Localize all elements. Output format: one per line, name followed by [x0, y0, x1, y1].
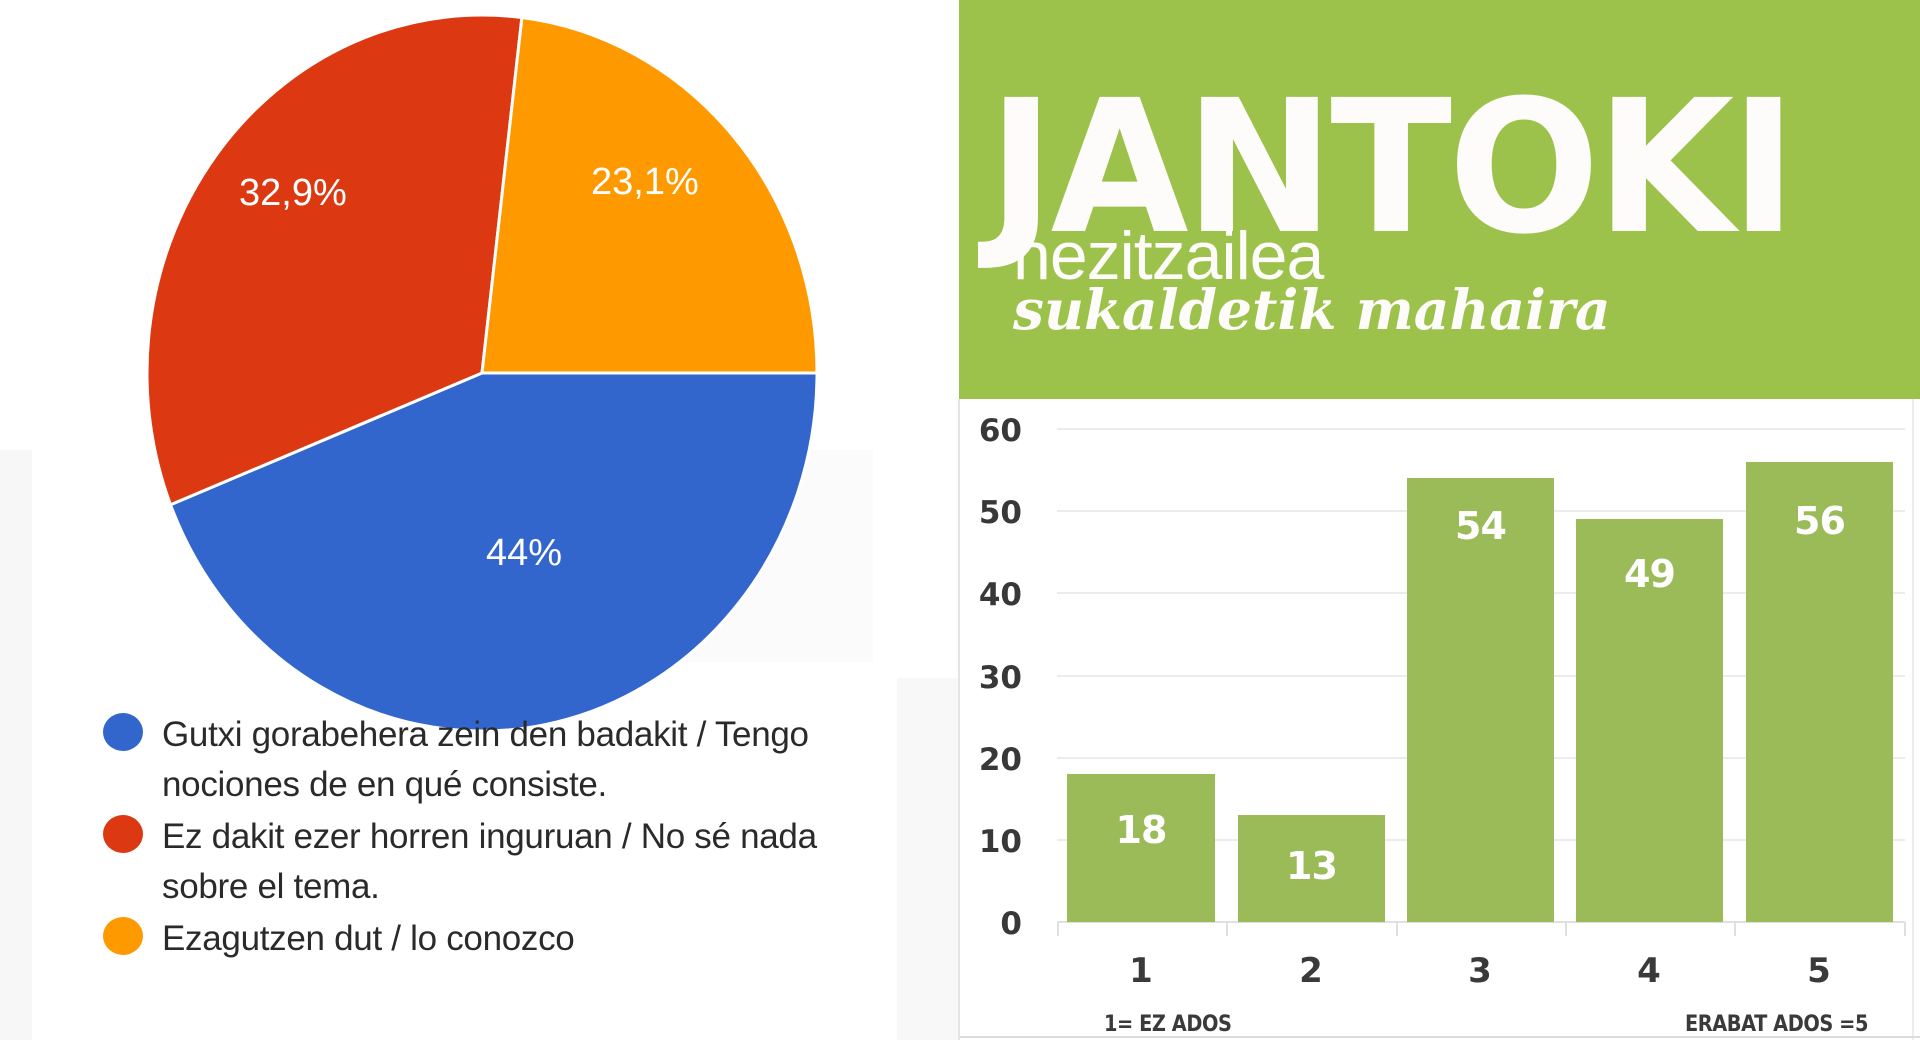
legend-item-knows-nothing: Ez dakit ezer horren inguruan / No sé na… — [103, 812, 893, 912]
panel-divider — [958, 399, 960, 1040]
pie-slice-blue[interactable] — [169, 371, 819, 733]
background-strip — [897, 678, 958, 1040]
legend-dot-orange-icon — [103, 917, 143, 955]
panel-border-bottom — [960, 1036, 1920, 1038]
pie-slice-label-red: 32,9% — [239, 172, 347, 214]
pie-slice-orange[interactable] — [480, 16, 819, 375]
bar-value-label: 56 — [1794, 499, 1846, 543]
bar-value-label: 49 — [1624, 552, 1676, 596]
pie-chart — [145, 13, 819, 733]
bar-value-label: 13 — [1286, 844, 1338, 888]
legend-item-knows-it: Ezagutzen dut / lo conozco — [103, 914, 893, 964]
legend-item-knows-roughly: Gutxi gorabehera zein den badakit / Teng… — [103, 710, 893, 810]
brand-header — [959, 0, 1920, 399]
pie-slice-label-orange: 23,1% — [591, 161, 699, 203]
legend-label: Ez dakit ezer horren inguruan / No sé na… — [162, 817, 817, 906]
background-strip — [0, 450, 32, 1040]
panel-border-right — [1912, 399, 1914, 1040]
bar-category-2[interactable]: 13 — [1238, 815, 1385, 922]
brand-tagline: sukaldetik mahaira — [1013, 277, 1611, 342]
legend-dot-red-icon — [103, 815, 143, 853]
pie-chart-panel: 44% 32,9% 23,1% Gutxi gorabehera zein de… — [0, 0, 958, 1040]
legend-dot-blue-icon — [103, 713, 143, 751]
bar-category-5[interactable]: 56 — [1746, 462, 1893, 922]
legend-label: Gutxi gorabehera zein den badakit / Teng… — [162, 715, 809, 804]
bar-value-label: 18 — [1115, 808, 1168, 852]
legend-background — [32, 678, 897, 1040]
pie-legend: Gutxi gorabehera zein den badakit / Teng… — [103, 713, 893, 972]
brand-title: JANTOKI — [988, 61, 1797, 275]
brand-subtitle: hezitzailea — [1013, 218, 1324, 294]
bar-category-3[interactable]: 54 — [1407, 478, 1554, 922]
pie-slice-red[interactable] — [145, 13, 524, 507]
pie-slice-label-blue: 44% — [486, 532, 563, 574]
bar-category-4[interactable]: 49 — [1576, 519, 1723, 922]
bar-value-label: 54 — [1455, 504, 1507, 548]
legend-label: Ezagutzen dut / lo conozco — [162, 919, 575, 958]
bar-category-1[interactable]: 18 — [1067, 774, 1215, 922]
